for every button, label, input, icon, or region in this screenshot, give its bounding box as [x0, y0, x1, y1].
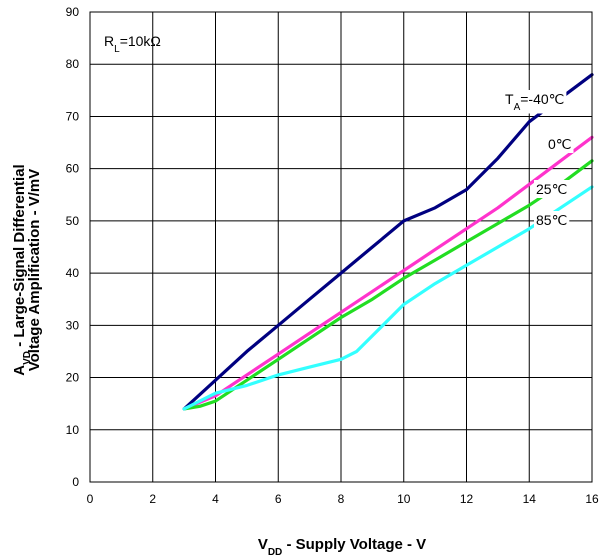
y-axis-title-line1: AVD - Large-Signal Differential	[11, 164, 33, 375]
y-tick-label: 30	[66, 318, 80, 332]
x-tick-label: 12	[460, 492, 474, 506]
y-tick-label: 40	[66, 266, 80, 280]
y-axis-title-line2: Voltage Amplification - V/mV	[26, 169, 43, 372]
series-layer	[182, 73, 594, 411]
x-tick-label: 4	[212, 492, 219, 506]
plot-frame	[89, 11, 593, 483]
series-line	[182, 135, 594, 411]
x-axis-title: VDD - Supply Voltage - V	[258, 536, 426, 558]
x-tick-label: 0	[87, 492, 94, 506]
grid	[89, 11, 593, 483]
tick-labels: 0 2 4 6 8 10 12 14 16 0 10 20 30 40 50 60 70 80 90	[66, 5, 599, 506]
x-tick-label: 2	[149, 492, 156, 506]
series-label-background	[546, 135, 574, 153]
y-tick-label: 10	[66, 423, 80, 437]
load-resistance-annotation: RL=10kΩ	[104, 33, 161, 55]
y-tick-label: 0	[72, 475, 79, 489]
series-line	[182, 185, 594, 411]
x-tick-label: 16	[585, 492, 599, 506]
series-label: 25℃	[536, 181, 567, 197]
y-tick-label: 50	[66, 214, 80, 228]
series-label: TA=-40℃	[505, 91, 564, 113]
series-label: 85℃	[536, 212, 567, 228]
series-label: 0℃	[548, 136, 572, 152]
x-tick-label: 14	[523, 492, 537, 506]
series-label-background	[534, 211, 570, 229]
y-tick-label: 70	[66, 109, 80, 123]
x-tick-label: 8	[338, 492, 345, 506]
series-label-background	[503, 90, 567, 114]
x-tick-label: 10	[397, 492, 411, 506]
series-line	[182, 159, 594, 411]
y-tick-label: 60	[66, 162, 80, 176]
series-line	[182, 73, 594, 411]
y-axis-title: AVD - Large-Signal Differential Voltage …	[11, 164, 43, 375]
series-labels: TA=-40℃ 0℃ 25℃ 85℃	[503, 90, 574, 229]
series-label-background	[534, 180, 570, 198]
y-tick-label: 90	[66, 5, 80, 19]
y-tick-label: 20	[66, 371, 80, 385]
x-tick-label: 6	[275, 492, 282, 506]
y-tick-label: 80	[66, 57, 80, 71]
